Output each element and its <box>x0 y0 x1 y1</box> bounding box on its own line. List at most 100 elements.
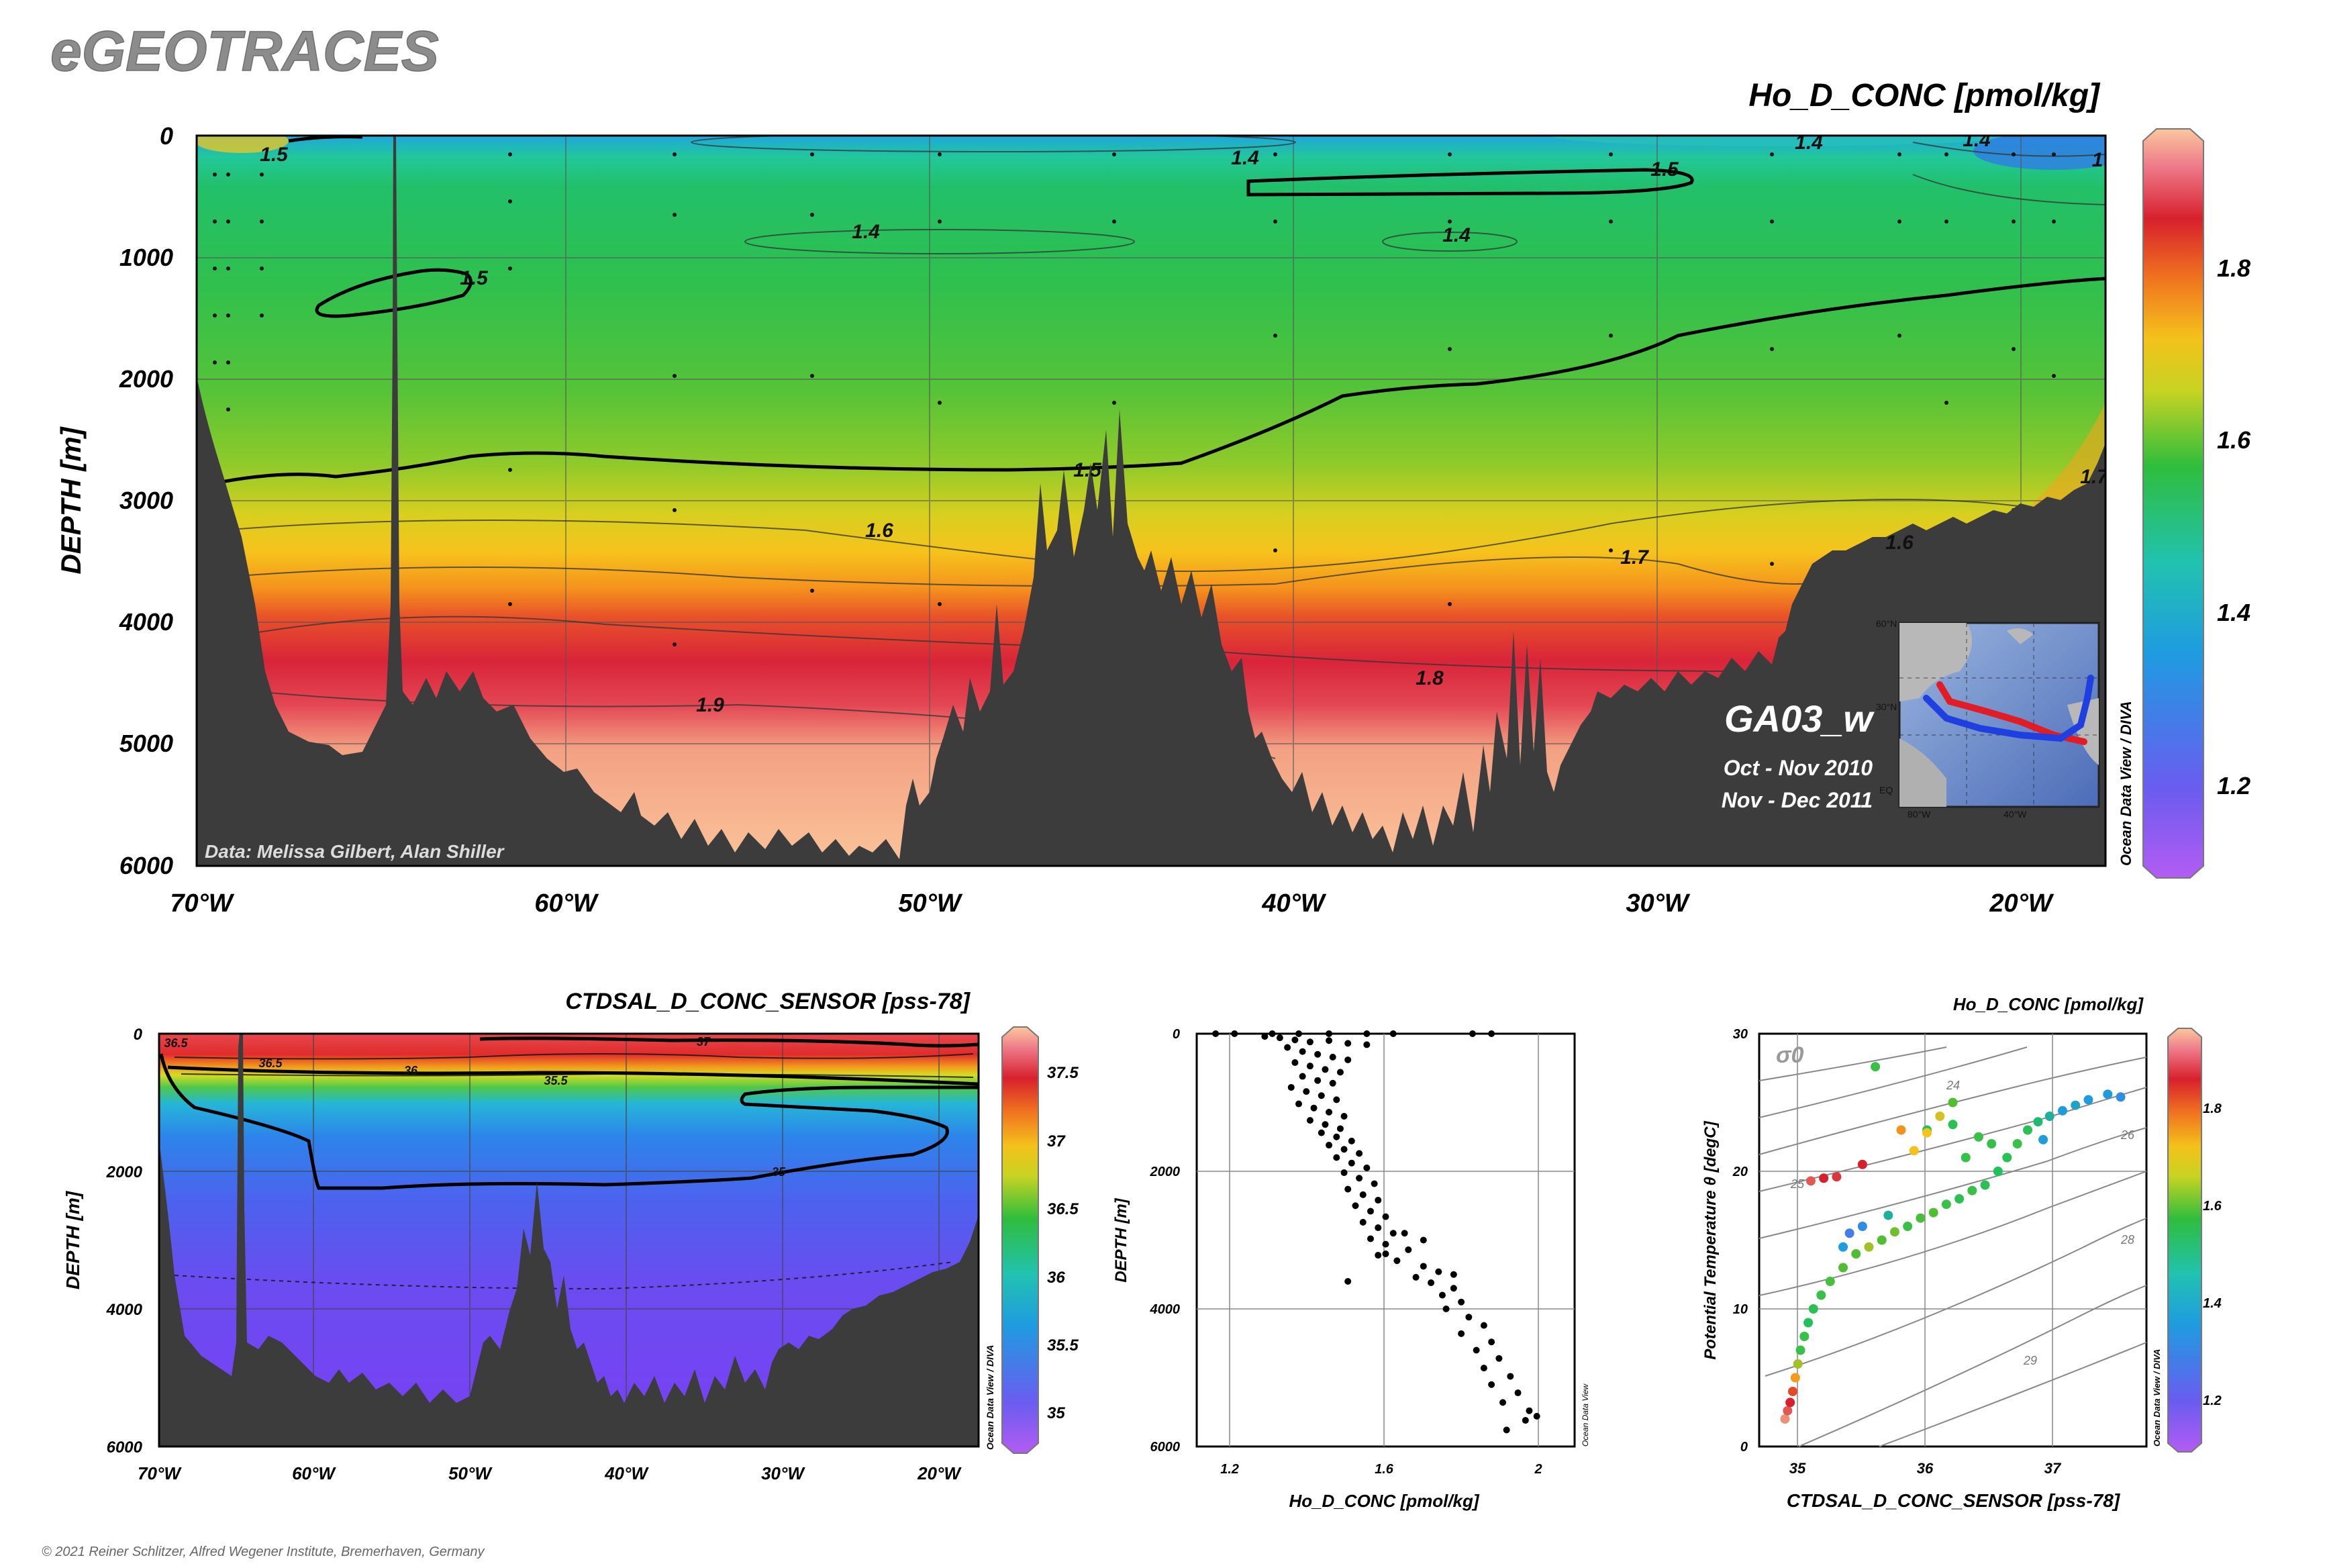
svg-text:37.5: 37.5 <box>1047 1064 1079 1082</box>
profile-xticks: 1.2 1.6 2 <box>1220 1462 1542 1477</box>
ts-point <box>1922 1128 1932 1138</box>
profile-point <box>1344 1056 1352 1063</box>
profile-point <box>1488 1030 1495 1037</box>
profile-point <box>1299 1048 1306 1055</box>
profile-plot: DEPTH [m] 0 2000 4000 6000 1.2 1.6 2 Ho_… <box>1112 1027 1590 1511</box>
profile-point <box>1261 1033 1269 1040</box>
ho-surface-high <box>197 136 289 153</box>
cruise-date-1: Oct - Nov 2010 <box>1724 756 1873 780</box>
svg-text:60°N: 60°N <box>1876 618 1897 629</box>
svg-text:Ocean Data View / DIVA: Ocean Data View / DIVA <box>985 1345 995 1450</box>
profile-point <box>1326 1030 1333 1037</box>
ts-point <box>1916 1213 1926 1223</box>
data-credit: Data: Melissa Gilbert, Alan Shiller <box>205 841 505 862</box>
svg-text:37: 37 <box>1047 1132 1066 1150</box>
profile-point <box>1435 1268 1442 1275</box>
ts-yticks: 0 10 20 30 <box>1732 1027 1748 1455</box>
svg-text:2000: 2000 <box>119 365 173 393</box>
profile-point <box>1488 1381 1495 1388</box>
cruise-date-2: Nov - Dec 2011 <box>1722 788 1873 812</box>
ts-title: Ho_D_CONC [pmol/kg] <box>1953 994 2144 1014</box>
svg-text:6000: 6000 <box>119 852 173 879</box>
svg-text:36: 36 <box>1917 1460 1934 1477</box>
ts-points <box>1780 1062 2126 1424</box>
ts-isopycnal-ticks: 24 26 28 29 25 <box>1790 1079 2135 1367</box>
svg-text:60°W: 60°W <box>534 889 599 918</box>
profile-point <box>1375 1252 1382 1259</box>
ts-point <box>2023 1125 2033 1135</box>
profile-point <box>1375 1224 1382 1232</box>
svg-text:Ocean Data View / DIVA: Ocean Data View / DIVA <box>2152 1349 2162 1447</box>
profile-point <box>1269 1030 1276 1037</box>
profile-point <box>1306 1038 1314 1046</box>
svg-text:25: 25 <box>1790 1177 1805 1191</box>
profile-point <box>1314 1077 1322 1084</box>
profile-point <box>1326 1037 1333 1044</box>
profile-point <box>1333 1133 1340 1140</box>
svg-text:2000: 2000 <box>1150 1165 1181 1179</box>
ts-colorbar: 1.2 1.4 1.6 1.8 Ocean Data View / DIVA <box>2152 1028 2222 1453</box>
profile-point <box>1359 1218 1367 1226</box>
profile-point <box>1363 1030 1371 1037</box>
ts-point <box>1864 1242 1874 1252</box>
svg-text:36: 36 <box>1047 1269 1065 1287</box>
profile-point <box>1503 1426 1510 1434</box>
ho-section-plot: Ho_D_CONC [pmol/kg] <box>55 78 2251 918</box>
ts-xticks: 35 36 37 <box>1789 1460 2062 1477</box>
svg-text:1.8: 1.8 <box>2203 1101 2222 1116</box>
svg-text:1.5: 1.5 <box>460 267 489 289</box>
svg-text:29: 29 <box>2023 1354 2037 1367</box>
svg-text:1.6: 1.6 <box>1375 1462 1394 1477</box>
svg-text:30: 30 <box>1733 1027 1748 1042</box>
salinity-colorbar: 35 35.5 36 36.5 37 37.5 Ocean Data View … <box>985 1026 1079 1454</box>
svg-text:35: 35 <box>1047 1404 1065 1422</box>
ts-point <box>1980 1180 1990 1190</box>
ts-point <box>1799 1332 1810 1341</box>
svg-text:35: 35 <box>1789 1460 1806 1477</box>
ts-point <box>1851 1249 1861 1259</box>
ts-point <box>1790 1373 1800 1383</box>
svg-text:0: 0 <box>1740 1440 1748 1455</box>
ho-contour-labels: 1.5 1.4 1.4 1.4 1.5 1.4 1.4 1.5 1.5 1.6 … <box>260 136 2106 716</box>
profile-point <box>1428 1279 1435 1287</box>
profile-point <box>1333 1096 1340 1104</box>
inset-land-greenland <box>2007 628 2034 644</box>
profile-point <box>1291 1059 1299 1067</box>
salinity-ylabel: DEPTH [m] <box>62 1190 83 1289</box>
svg-text:10: 10 <box>1733 1302 1748 1317</box>
svg-text:1.2: 1.2 <box>2203 1393 2222 1408</box>
svg-text:1.4: 1.4 <box>2217 599 2250 626</box>
ts-point <box>1883 1210 1893 1220</box>
svg-text:Ocean Data View: Ocean Data View <box>1581 1383 1590 1447</box>
profile-point <box>1287 1083 1295 1091</box>
profile-point <box>1329 1079 1336 1087</box>
profile-point <box>1231 1030 1238 1037</box>
svg-text:20°W: 20°W <box>1989 889 2054 918</box>
ts-point <box>1785 1398 1795 1408</box>
profile-point <box>1469 1030 1476 1037</box>
profile-point <box>1352 1202 1359 1210</box>
profile-point <box>1442 1306 1450 1312</box>
inset-land-south-america <box>1899 738 1946 807</box>
profile-point <box>1420 1263 1427 1270</box>
salinity-frame <box>158 1032 980 1448</box>
brand-logo: eGEOTRACES <box>50 19 439 83</box>
svg-text:3000: 3000 <box>119 487 173 514</box>
svg-text:1: 1 <box>2092 149 2103 171</box>
svg-text:5000: 5000 <box>119 730 173 757</box>
profile-point <box>1363 1041 1371 1048</box>
ho-section-title: Ho_D_CONC [pmol/kg] <box>1748 78 2101 113</box>
ts-point <box>2116 1092 2126 1102</box>
svg-text:40°W: 40°W <box>604 1463 649 1483</box>
salinity-seafloor <box>159 1034 979 1447</box>
ts-point <box>1877 1235 1887 1245</box>
svg-text:1.6: 1.6 <box>1885 532 1914 554</box>
svg-text:1.2: 1.2 <box>2217 772 2250 799</box>
svg-text:1.5: 1.5 <box>1073 459 1102 481</box>
profile-point <box>1405 1246 1412 1253</box>
profile-point <box>1412 1273 1420 1281</box>
profile-point <box>1333 1154 1340 1161</box>
svg-text:2000: 2000 <box>106 1163 143 1181</box>
profile-point <box>1507 1373 1514 1380</box>
svg-text:20: 20 <box>1732 1165 1748 1179</box>
